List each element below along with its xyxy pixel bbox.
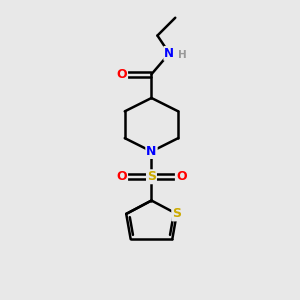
Text: O: O xyxy=(116,170,127,183)
Text: N: N xyxy=(164,47,174,60)
Text: N: N xyxy=(146,145,157,158)
Text: O: O xyxy=(176,170,187,183)
Text: S: S xyxy=(147,170,156,183)
Text: O: O xyxy=(116,68,127,81)
Text: H: H xyxy=(178,50,187,60)
Text: S: S xyxy=(172,207,181,220)
